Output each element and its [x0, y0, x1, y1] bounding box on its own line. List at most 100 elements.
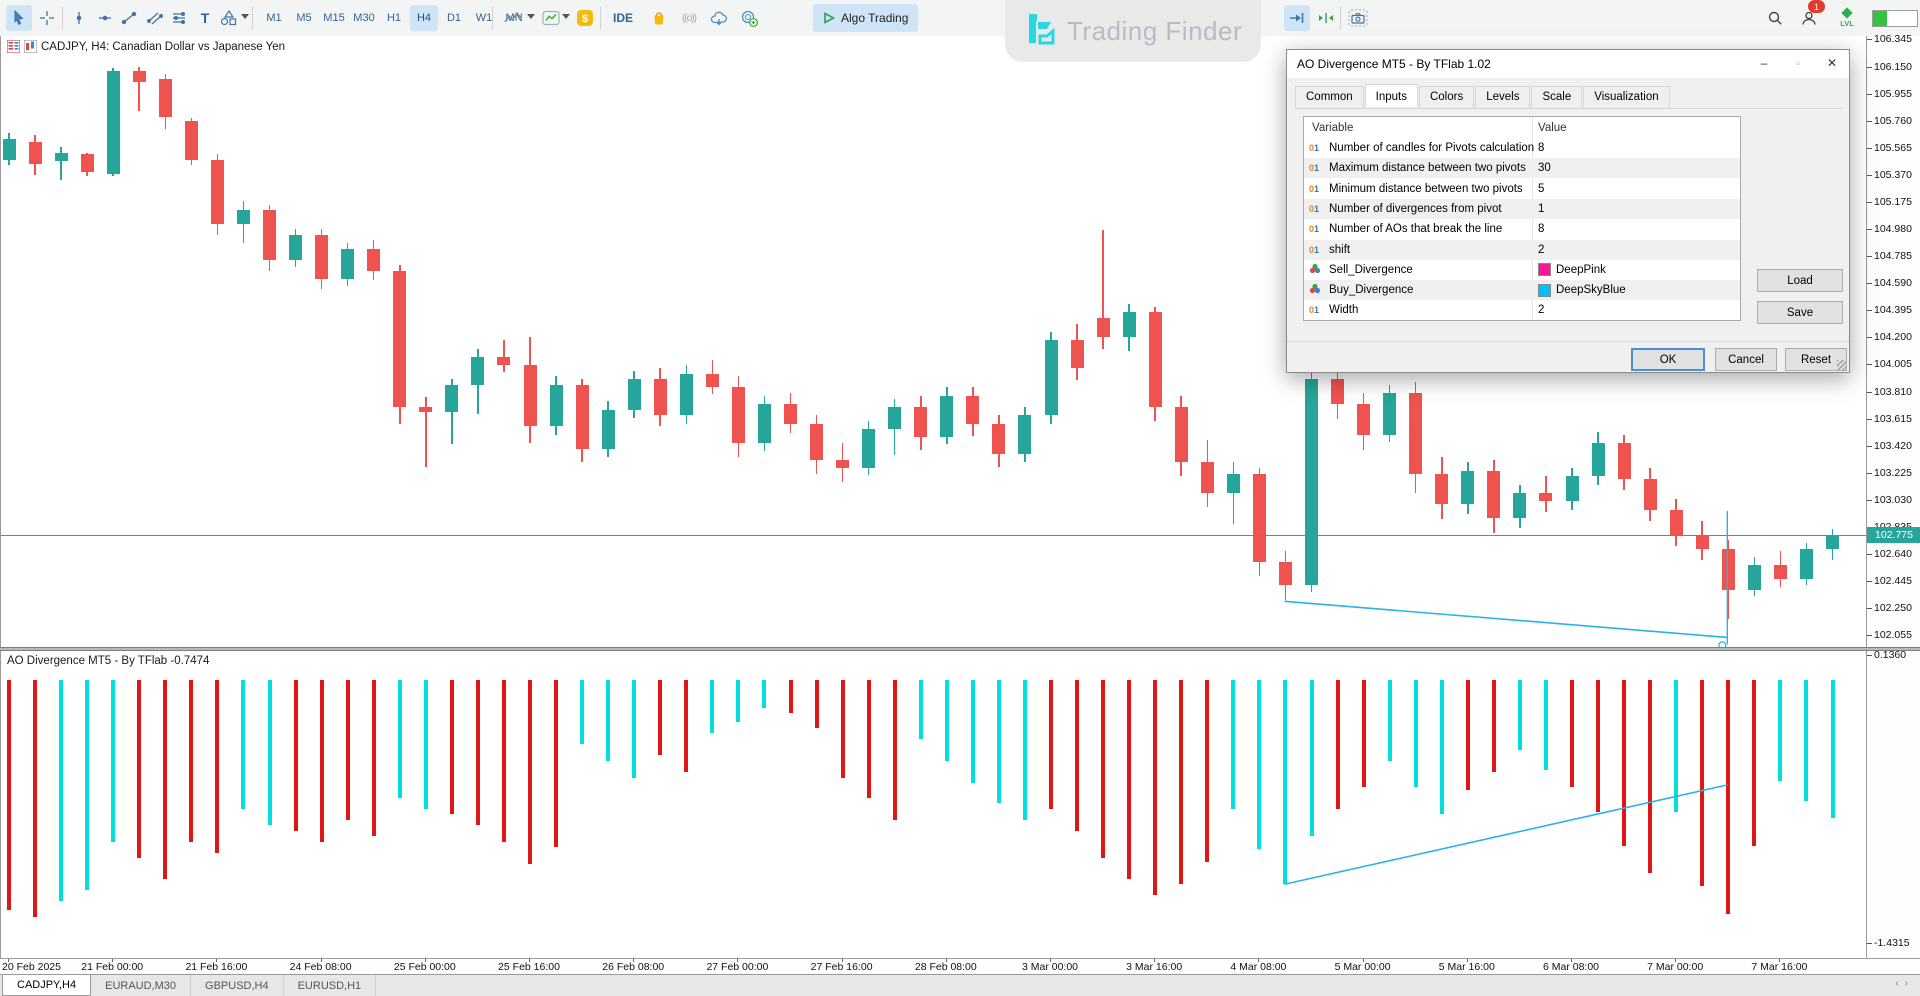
algo-trading-button[interactable]: Algo Trading	[813, 4, 919, 32]
camera-icon[interactable]	[1345, 5, 1371, 31]
date-axis[interactable]: 20 Feb 2025 21 Feb 00:00 21 Feb 16:00 24 Fe…	[0, 958, 1920, 974]
cancel-button[interactable]: Cancel	[1715, 348, 1777, 371]
timeframe-m15[interactable]: M15	[323, 12, 345, 24]
shapes-tool-icon[interactable]	[216, 5, 242, 31]
indicators-icon[interactable]	[500, 5, 526, 31]
input-row[interactable]: 01 Number of divergences from pivot 1	[1304, 198, 1740, 219]
timeframe-w1[interactable]: W1	[475, 12, 493, 24]
tab-scale[interactable]: Scale	[1531, 86, 1583, 109]
shapes-dropdown-icon[interactable]	[241, 14, 249, 19]
algo-trading-label: Algo Trading	[841, 11, 909, 25]
text-tool-icon[interactable]: T	[192, 5, 218, 31]
indicators-dropdown-icon[interactable]	[527, 14, 535, 19]
scroll-to-end-icon[interactable]	[1284, 5, 1310, 31]
svg-text:$: $	[582, 13, 588, 25]
signals-icon[interactable]: ((o))	[676, 5, 702, 31]
variable-value[interactable]: 1	[1538, 202, 1545, 215]
timeframe-h1[interactable]: H1	[386, 12, 402, 24]
input-row[interactable]: Sell_Divergence DeepPink	[1304, 260, 1740, 280]
timeframe-m5[interactable]: M5	[296, 12, 312, 24]
ao-bar	[241, 680, 246, 809]
chart-tab-gbpusd[interactable]: GBPUSD,H4	[191, 975, 284, 996]
price-axis[interactable]: 106.345 106.150 105.955 105.760 105.565 105.3…	[1866, 33, 1920, 958]
toolbar-separator	[600, 7, 601, 29]
pane-separator[interactable]	[0, 647, 1920, 651]
objects-dropdown-icon[interactable]	[562, 14, 570, 19]
timeframe-m1[interactable]: M1	[266, 12, 282, 24]
profile-icon[interactable]: 1	[1796, 0, 1825, 31]
load-button[interactable]: Load	[1757, 269, 1843, 292]
variable-value[interactable]: 30	[1538, 162, 1551, 175]
ide-button[interactable]: IDE	[606, 5, 640, 31]
input-row[interactable]: 01 shift 2	[1304, 239, 1740, 260]
date-tick	[841, 959, 843, 962]
ao-bar	[1101, 680, 1106, 859]
cloud-icon[interactable]	[706, 5, 732, 31]
tab-common[interactable]: Common	[1295, 86, 1364, 109]
ok-button[interactable]: OK	[1631, 348, 1705, 371]
variable-value[interactable]: DeepSkyBlue	[1538, 283, 1626, 297]
reset-button[interactable]: Reset	[1785, 348, 1847, 371]
chart-tab-cadjpy[interactable]: CADJPY,H4	[2, 975, 92, 996]
ao-bar	[215, 680, 220, 853]
equidistant-lines-icon[interactable]	[166, 5, 192, 31]
timeframe-d1[interactable]: D1	[446, 12, 462, 24]
chart-tab-euraud[interactable]: EURAUD,M30	[91, 975, 192, 996]
indicator-pane[interactable]: AO Divergence MT5 - By TFlab -0.7474	[0, 651, 1866, 958]
color-input-icon	[1309, 263, 1325, 277]
dollar-icon[interactable]: $	[572, 5, 598, 31]
variable-value[interactable]: 2	[1538, 243, 1545, 256]
variable-value[interactable]: 5	[1538, 182, 1545, 195]
tab-inputs[interactable]: Inputs	[1364, 84, 1418, 107]
input-row[interactable]: 01 Number of AOs that break the line 8	[1304, 219, 1740, 239]
price-tick-label: 104.785	[1874, 250, 1912, 263]
input-row[interactable]: 01 Width 2	[1304, 300, 1740, 320]
numeric-input-icon: 01	[1309, 183, 1320, 194]
chart-tab-eurusd[interactable]: EURUSD,H1	[284, 975, 377, 996]
tab-colors[interactable]: Colors	[1418, 86, 1475, 109]
timeframe-h4[interactable]: H4	[410, 5, 438, 31]
timeframe-m30[interactable]: M30	[353, 12, 375, 24]
close-icon[interactable]: ✕	[1826, 56, 1838, 70]
horizontal-line-tool-icon[interactable]	[92, 5, 118, 31]
price-chart-pane[interactable]: CADJPY, H4: Canadian Dollar vs Japanese …	[0, 36, 1866, 647]
ao-bar	[7, 680, 11, 911]
copy-trading-icon[interactable]	[736, 5, 762, 31]
dialog-tabs: Common Inputs Colors Levels Scale Visualizati…	[1295, 84, 1671, 109]
minimize-icon[interactable]: –	[1760, 56, 1768, 70]
input-row[interactable]: 01 Maximum distance between two pivots 30	[1304, 158, 1740, 179]
ao-bar	[554, 680, 559, 848]
vertical-line-tool-icon[interactable]	[66, 5, 92, 31]
save-button[interactable]: Save	[1757, 301, 1843, 324]
shift-end-icon[interactable]	[1313, 5, 1339, 31]
variable-value[interactable]: 8	[1538, 223, 1545, 236]
market-bag-icon[interactable]	[646, 5, 672, 31]
input-row[interactable]: Buy_Divergence DeepSkyBlue	[1304, 280, 1740, 301]
tab-scroll-arrows[interactable]: ‹›	[1895, 978, 1914, 989]
input-row[interactable]: 01 Minimum distance between two pivots 5	[1304, 179, 1740, 199]
search-icon[interactable]	[1762, 5, 1788, 31]
resize-grip-icon[interactable]	[1837, 360, 1847, 370]
candle	[367, 248, 381, 271]
variable-value[interactable]: 8	[1538, 142, 1545, 154]
level-icon[interactable]: LVL	[1834, 5, 1860, 31]
candle	[315, 234, 329, 280]
input-row[interactable]: 01 Number of candles for Pivots calculati…	[1304, 138, 1740, 158]
inputs-table[interactable]: Variable Value 01 Number of candles for P…	[1303, 116, 1741, 321]
dialog-titlebar[interactable]: AO Divergence MT5 - By TFlab 1.02	[1287, 50, 1849, 78]
indicator-settings-dialog[interactable]: AO Divergence MT5 - By TFlab 1.02 – ▫ ✕ …	[1286, 49, 1850, 373]
tab-visualization[interactable]: Visualization	[1583, 86, 1670, 109]
candle	[236, 209, 250, 224]
variable-value[interactable]: 2	[1538, 304, 1545, 317]
cursor-icon[interactable]	[6, 5, 32, 31]
candle	[1617, 442, 1631, 480]
price-tick-label: 102.055	[1874, 629, 1912, 642]
crosshair-icon[interactable]	[34, 5, 60, 31]
candle	[731, 387, 745, 443]
variable-value[interactable]: DeepPink	[1538, 263, 1606, 277]
tab-levels[interactable]: Levels	[1475, 86, 1531, 109]
trendline-tool-icon[interactable]	[116, 5, 142, 31]
objects-window-icon[interactable]	[538, 5, 564, 31]
ao-bar	[1361, 680, 1366, 787]
channel-tool-icon[interactable]	[142, 5, 168, 31]
